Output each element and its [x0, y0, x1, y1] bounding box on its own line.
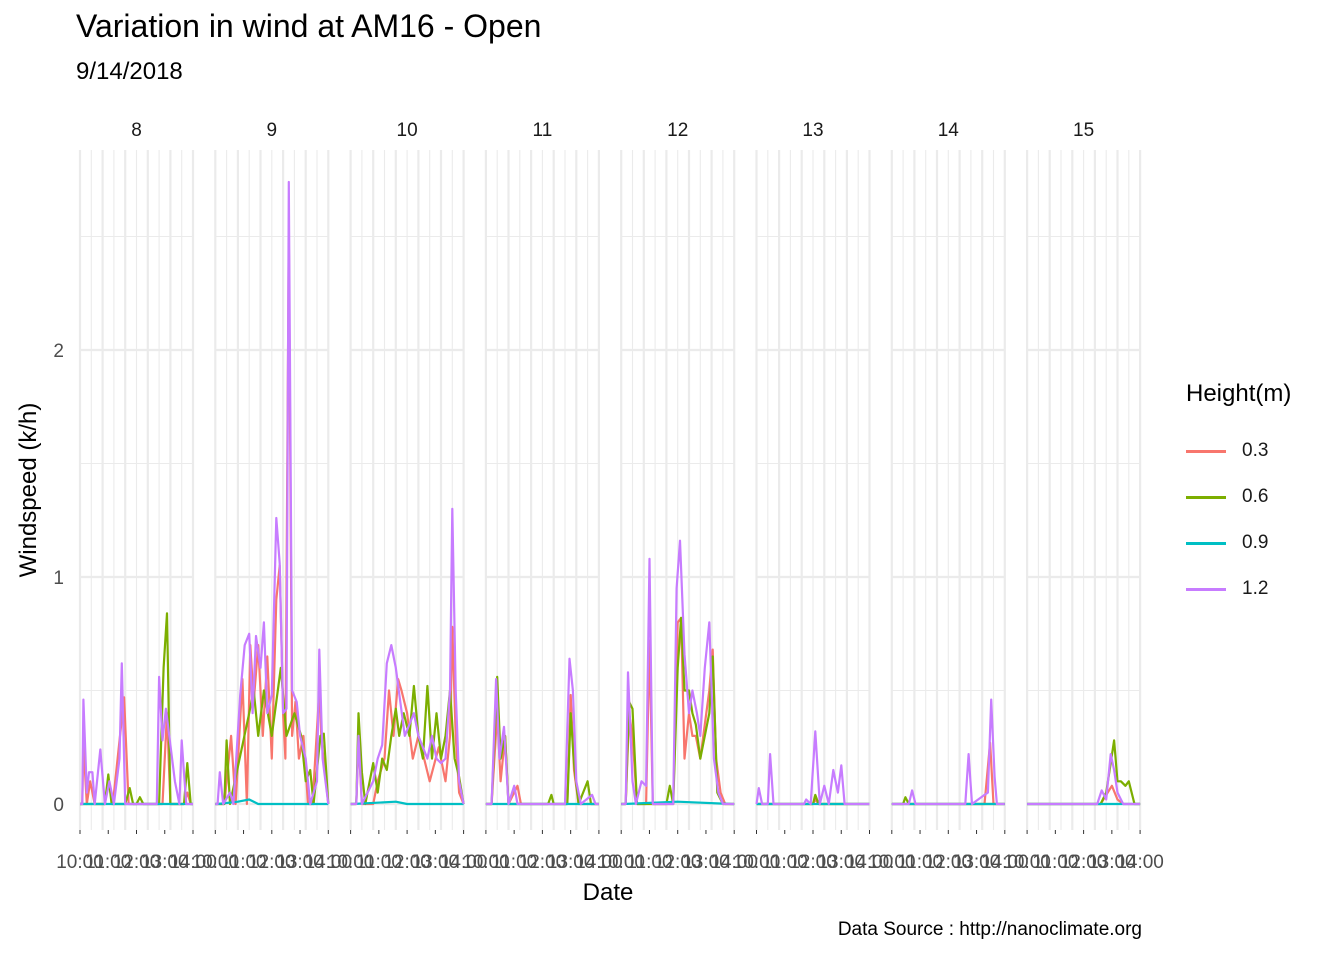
x-tick-label: 10:00: [327, 852, 375, 873]
legend-key: [1186, 449, 1226, 453]
legend-label: 0.3: [1242, 440, 1269, 461]
series-line-0.6-facet-8: [80, 612, 193, 806]
legend-item-0.3: 0.3: [1186, 428, 1291, 474]
legend-key: [1186, 541, 1226, 545]
y-axis-label: Windspeed (k/h): [15, 403, 42, 578]
x-tick-label: 12:00: [925, 852, 973, 873]
chart-subtitle: 9/14/2018: [76, 58, 183, 85]
x-tick-label: 12:00: [383, 852, 431, 873]
series-line-1.2-facet-8: [80, 662, 193, 806]
facet-panel-12: 12: [620, 120, 736, 830]
x-tick-label: 14:00: [440, 852, 488, 873]
x-tick-label: 12:00: [519, 852, 567, 873]
x-tick-label: 12:00: [248, 852, 296, 873]
x-tick-label: 13:00: [412, 852, 460, 873]
series-line-1.2-facet-11: [485, 657, 599, 806]
facet-strip-label: 8: [131, 120, 142, 141]
legend-key: [1186, 587, 1226, 591]
x-tick-label: 10:00: [733, 852, 781, 873]
facet-strip-label: 9: [267, 120, 278, 141]
series-line-1.2-facet-10: [350, 507, 465, 806]
facet-panel-15: 15: [1025, 120, 1142, 830]
x-tick-label: 11:00: [1032, 852, 1078, 873]
legend-items: 0.3 0.6 0.9 1.2: [1186, 428, 1291, 612]
x-tick-label: 14:00: [575, 852, 623, 873]
legend-label: 0.6: [1242, 486, 1269, 507]
x-tick-label: 10:00: [462, 852, 510, 873]
x-tick-label: 13:00: [276, 852, 324, 873]
y-axis-ticks: 0 1 2: [53, 341, 64, 816]
x-tick-label: 12:00: [1060, 852, 1108, 873]
x-tick-label: 11:00: [356, 852, 402, 873]
x-tick-label: 13:00: [953, 852, 1001, 873]
x-axis-label: Date: [583, 879, 634, 906]
x-tick-label: 11:00: [85, 852, 131, 873]
legend-item-0.6: 0.6: [1186, 474, 1291, 520]
x-tick-label: 13:00: [817, 852, 865, 873]
facet-panel-11: 11: [484, 120, 601, 830]
x-tick-label: 10:00: [56, 852, 104, 873]
facet-strip-label: 10: [397, 120, 418, 141]
facet-strip-label: 11: [533, 120, 553, 141]
series-line-1.2-facet-9: [215, 180, 330, 806]
facet-panel-13: 13: [755, 120, 871, 830]
series-line-0.3-facet-9: [215, 230, 330, 806]
x-tick-label: 14:00: [1116, 852, 1164, 873]
chart-title: Variation in wind at AM16 - Open: [76, 8, 542, 44]
facet-strip-label: 15: [1073, 120, 1094, 141]
facet-panel-8: 8: [78, 120, 195, 830]
y-tick-label: 2: [53, 341, 64, 362]
series-line-0.6-facet-10: [350, 684, 465, 806]
facet-strip-label: 12: [667, 120, 688, 141]
legend-item-1.2: 1.2: [1186, 566, 1291, 612]
y-tick-label: 0: [53, 795, 64, 816]
x-tick-label: 11:00: [626, 852, 672, 873]
x-tick-label: 11:00: [220, 852, 266, 873]
x-tick-label: 14:00: [981, 852, 1029, 873]
legend-item-0.9: 0.9: [1186, 520, 1291, 566]
series-line-0.6-facet-11: [485, 675, 599, 806]
x-tick-label: 12:00: [654, 852, 702, 873]
series-line-1.2-facet-13: [755, 730, 870, 806]
x-tick-label: 14:00: [305, 852, 353, 873]
x-tick-label: 11:00: [762, 852, 808, 873]
x-tick-label: 11:00: [897, 852, 943, 873]
x-tick-label: 10:00: [868, 852, 916, 873]
facet-panels: 8 9 10 11 12 13 14 15: [78, 120, 1142, 830]
series-line-1.2-facet-12: [621, 539, 735, 806]
x-tick-label: 14:00: [169, 852, 217, 873]
facet-panel-10: 10: [349, 120, 465, 830]
x-tick-label: 13:00: [1088, 852, 1136, 873]
facet-strip-label: 13: [802, 120, 823, 141]
y-tick-label: 1: [53, 568, 64, 589]
facet-panel-14: 14: [890, 120, 1006, 830]
x-tick-label: 12:00: [113, 852, 161, 873]
x-tick-label: 13:00: [547, 852, 595, 873]
legend-label: 0.9: [1242, 532, 1269, 553]
legend-title: Height(m): [1186, 380, 1292, 407]
x-tick-label: 10:00: [192, 852, 240, 873]
data-source-caption: Data Source : http://nanoclimate.org: [837, 919, 1142, 940]
x-tick-label: 14:00: [710, 852, 758, 873]
x-tick-label: 10:00: [597, 852, 645, 873]
series-line-1.2-facet-15: [1027, 752, 1141, 806]
x-tick-label: 14:00: [846, 852, 894, 873]
x-tick-label: 10:00: [1003, 852, 1051, 873]
x-tick-label: 12:00: [789, 852, 837, 873]
x-tick-label: 13:00: [682, 852, 730, 873]
legend-key: [1186, 495, 1226, 499]
series-line-1.2-facet-14: [891, 698, 1005, 806]
x-axis-ticks: 10:0011:0012:0013:0014:0010:0011:0012:00…: [56, 830, 1164, 873]
facet-strip-label: 14: [938, 120, 960, 141]
facet-panel-9: 9: [214, 120, 330, 830]
chart-legend: Height(m) 0.3 0.6 0.9 1.2: [1186, 380, 1291, 612]
legend-label: 1.2: [1242, 578, 1269, 599]
x-tick-label: 11:00: [491, 852, 537, 873]
x-tick-label: 13:00: [141, 852, 189, 873]
